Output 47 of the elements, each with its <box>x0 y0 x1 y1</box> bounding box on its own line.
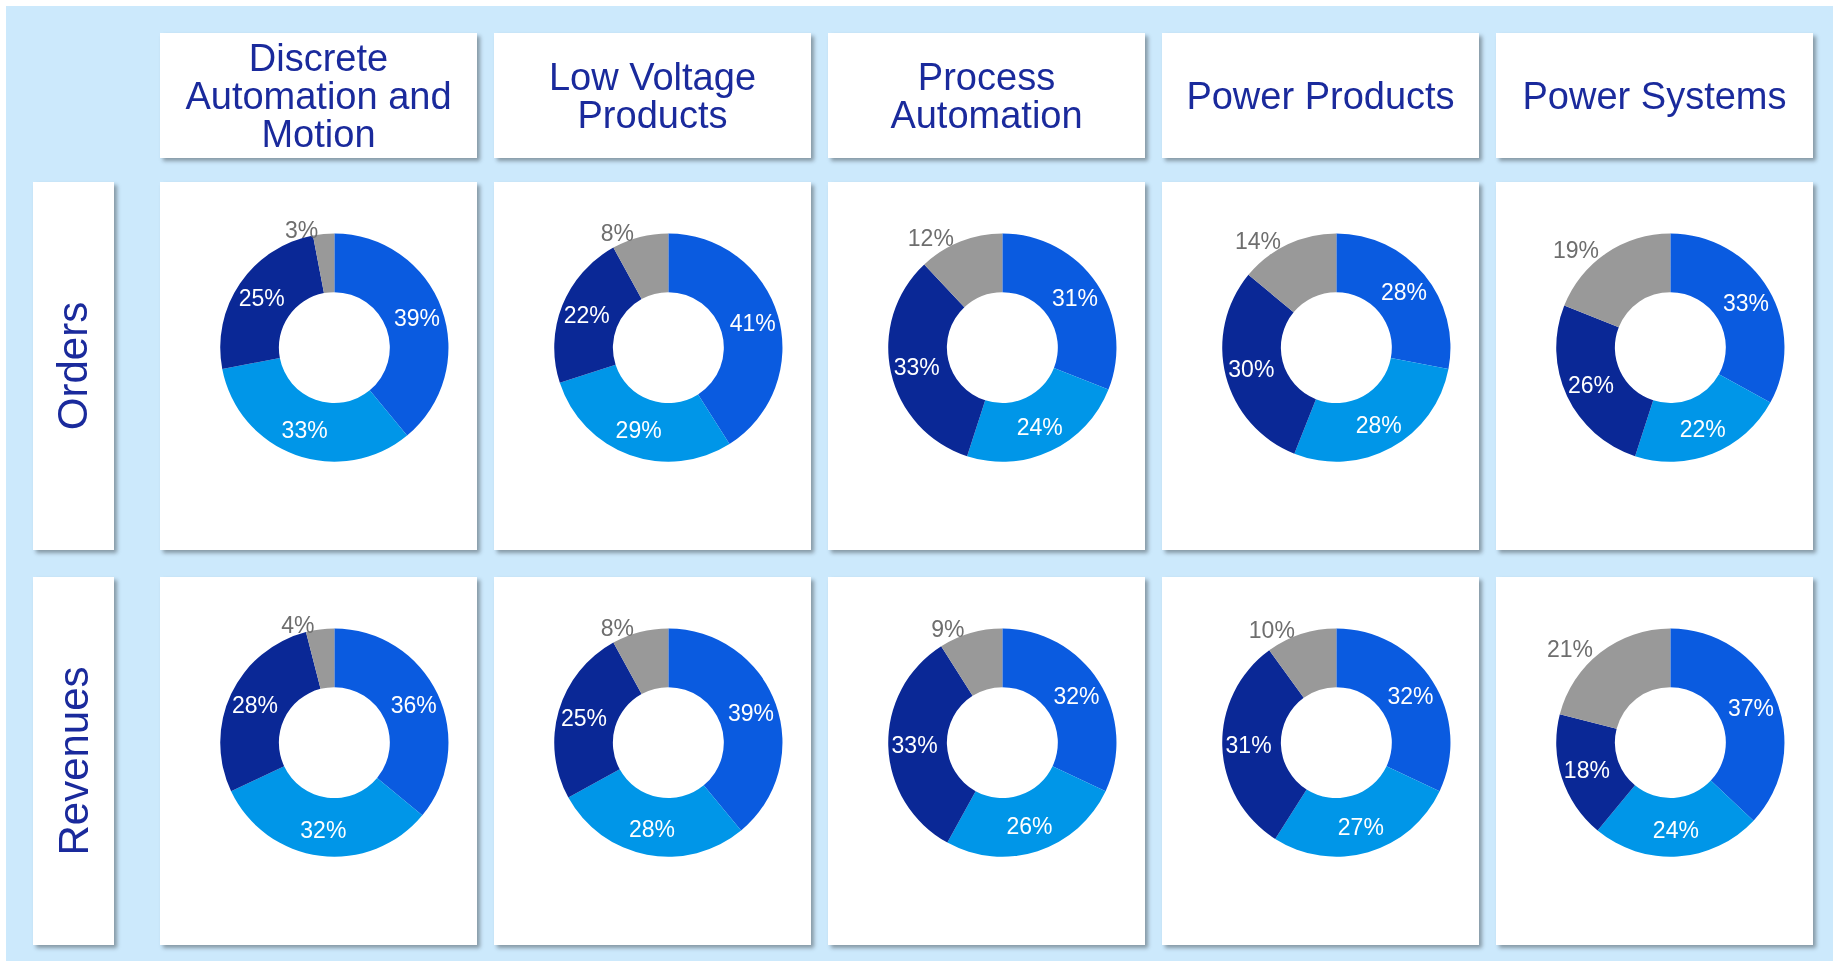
chart-title: Process Automation <box>828 33 1145 158</box>
data-label: 31% <box>1225 732 1272 759</box>
text: Orders <box>49 301 98 431</box>
data-label: 37% <box>1727 694 1774 721</box>
chart-title: Low Voltage Products <box>494 33 811 158</box>
data-label: 21% <box>1546 636 1593 663</box>
data-label: 32% <box>300 816 347 843</box>
chart-title: Power Systems <box>1496 33 1813 158</box>
data-label: 31% <box>1051 285 1098 312</box>
data-label: 9% <box>931 616 965 643</box>
data-label: 26% <box>1567 371 1614 398</box>
data-label: 28% <box>1355 411 1402 438</box>
data-label: 25% <box>238 285 285 312</box>
data-label: 22% <box>1679 416 1726 443</box>
data-label: 25% <box>561 705 608 732</box>
data-label: 32% <box>1387 682 1434 709</box>
chart-title: Power Products <box>1162 33 1479 158</box>
data-label: 18% <box>1563 756 1610 783</box>
data-label: 27% <box>1337 813 1384 840</box>
data-label: 8% <box>600 615 634 642</box>
data-label: 33% <box>281 417 328 444</box>
data-label: 22% <box>563 302 610 329</box>
data-label: 19% <box>1552 236 1599 263</box>
data-label: 8% <box>600 220 634 247</box>
data-label: 12% <box>907 224 954 251</box>
text: Revenues <box>49 666 98 856</box>
data-label: 28% <box>1380 278 1428 305</box>
data-label: 33% <box>1722 289 1769 316</box>
data-label: 39% <box>727 699 774 726</box>
chart-title: Discrete Automation and Motion <box>160 33 477 158</box>
data-label: 10% <box>1248 617 1295 644</box>
data-label: 14% <box>1235 227 1282 254</box>
data-label: 28% <box>628 815 675 842</box>
data-label: 29% <box>615 417 662 444</box>
data-label: 26% <box>1006 813 1053 840</box>
data-label: 32% <box>1053 682 1100 709</box>
data-label: 39% <box>393 304 440 331</box>
data-label: 36% <box>390 692 437 719</box>
data-label: 24% <box>1652 817 1699 844</box>
data-label: 33% <box>891 732 938 759</box>
data-label: 3% <box>284 217 319 243</box>
data-label: 33% <box>893 353 940 380</box>
data-label: 24% <box>1016 414 1063 441</box>
data-label: 28% <box>231 692 278 719</box>
data-label: 30% <box>1228 356 1275 383</box>
data-label: 41% <box>729 310 776 337</box>
data-label: 4% <box>281 612 315 639</box>
